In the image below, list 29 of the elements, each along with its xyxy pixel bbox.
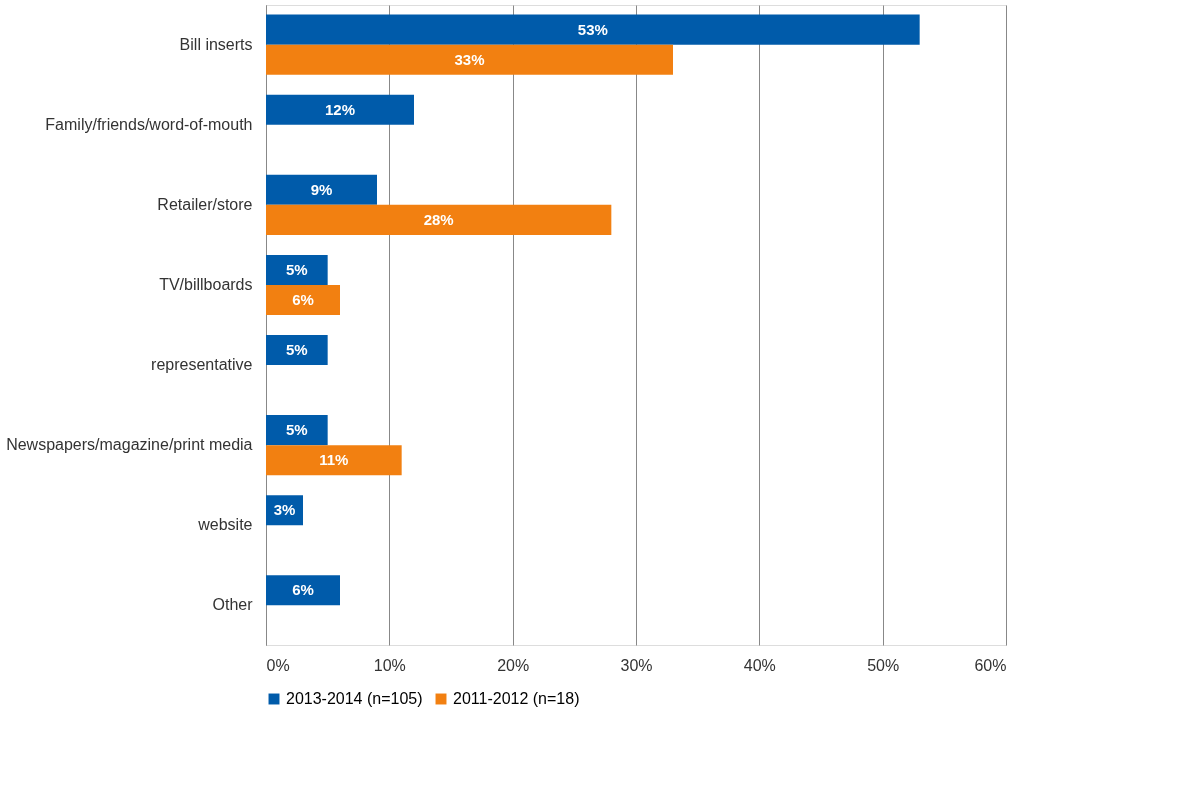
legend-label: 2011-2012 (n=18) [453, 690, 580, 707]
y-tick-label: Newspapers/magazine/print media [6, 436, 253, 454]
y-tick-label: website [197, 516, 253, 534]
data-label: 28% [423, 210, 454, 228]
data-label: 3% [273, 501, 296, 519]
data-label: 5% [285, 421, 308, 439]
data-label: 6% [292, 290, 314, 308]
data-label: 5% [285, 341, 308, 359]
y-tick-label: Family/friends/word-of-mouth [45, 115, 253, 133]
x-tick-label: 0% [266, 656, 290, 674]
x-tick-label: 50% [867, 656, 900, 674]
y-tick-label: Bill inserts [179, 35, 253, 53]
x-tick-label: 30% [620, 656, 653, 674]
data-label: 6% [292, 581, 314, 599]
legend-label: 2013-2014 (n=105) [286, 690, 423, 707]
data-label: 53% [577, 20, 608, 38]
x-tick-label: 10% [373, 656, 406, 674]
data-label: 9% [310, 180, 333, 198]
data-label: 12% [324, 100, 356, 118]
y-tick-label: Other [212, 596, 254, 614]
y-tick-label: Retailer/store [157, 195, 253, 213]
data-label: 33% [454, 50, 485, 68]
x-tick-label: 40% [743, 656, 776, 674]
data-label: 5% [285, 260, 308, 278]
y-tick-label: TV/billboards [159, 275, 253, 293]
x-tick-label: 20% [497, 656, 530, 674]
data-label: 11% [319, 451, 349, 469]
y-tick-label: representative [151, 356, 253, 374]
x-tick-label: 60% [974, 656, 1007, 674]
